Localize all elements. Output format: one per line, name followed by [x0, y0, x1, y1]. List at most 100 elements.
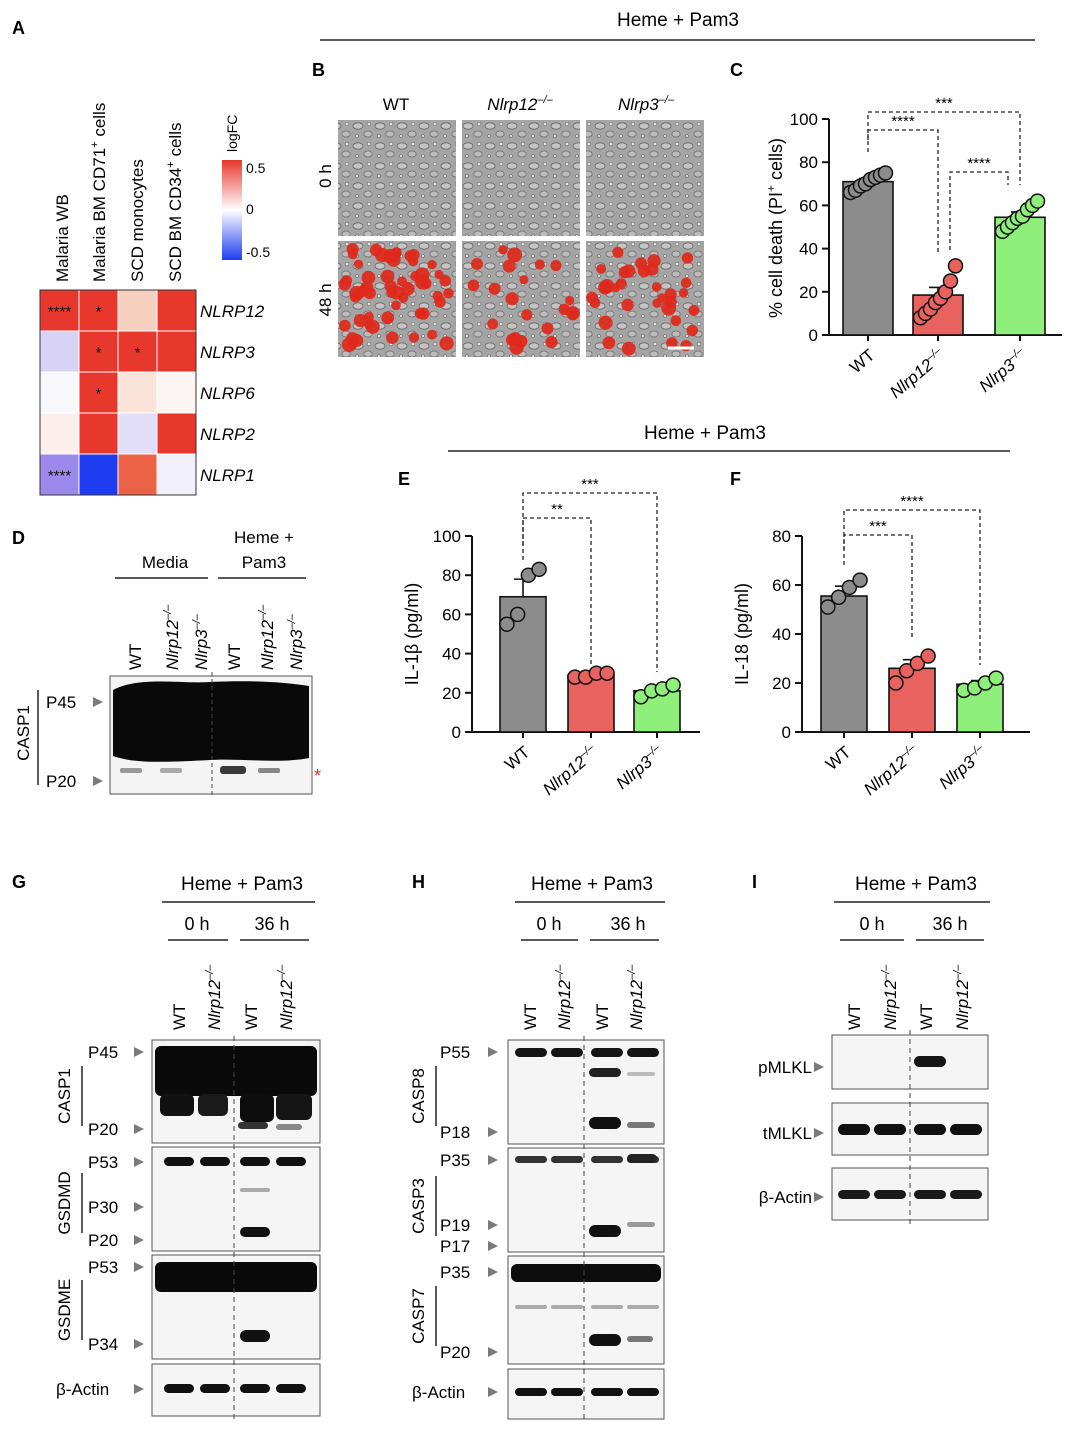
- micrograph-row-label: 0 h: [316, 164, 335, 188]
- heatmap-cell: [78, 453, 119, 496]
- y-tick-label: 20: [799, 283, 818, 302]
- data-point: [909, 655, 926, 672]
- heatmap-row-label: NLRP2: [200, 425, 255, 444]
- band-marker: [488, 1155, 498, 1165]
- blot-band: [914, 1190, 946, 1199]
- x-tick-label: Nlrp3–/–: [935, 741, 991, 793]
- blot-target-label: CASP8: [409, 1068, 428, 1124]
- pi-positive-cell: [598, 315, 613, 330]
- panel-label-h: H: [412, 872, 425, 892]
- pi-positive-cell: [380, 269, 395, 284]
- data-point: [820, 599, 836, 615]
- pi-positive-cell: [686, 324, 699, 337]
- data-point: [531, 561, 547, 578]
- micrograph-col-label: Nlrp12–/–: [487, 94, 553, 114]
- pi-positive-cell: [350, 334, 364, 347]
- band-label: β-Actin: [412, 1383, 465, 1402]
- blot-band: [591, 1388, 623, 1396]
- panel-label-a: A: [12, 18, 25, 38]
- blot-d-band-label: P20: [46, 772, 76, 791]
- pi-positive-cell: [680, 277, 692, 289]
- band-marker: [134, 1235, 144, 1245]
- blot-d-band-label: P45: [46, 693, 76, 712]
- band-label: P18: [440, 1123, 470, 1142]
- significance-label: ****: [967, 155, 991, 172]
- data-point: [947, 258, 964, 274]
- pi-positive-cell: [439, 336, 454, 351]
- band-marker: [814, 1128, 824, 1138]
- band-marker: [134, 1384, 144, 1394]
- y-tick-label: 0: [452, 723, 461, 742]
- data-point: [830, 589, 847, 605]
- blot-band: [515, 1305, 547, 1309]
- pi-positive-cell: [488, 282, 501, 295]
- heatmap-significance: ****: [48, 304, 72, 321]
- pi-positive-cell: [565, 295, 575, 306]
- significance-label: ***: [869, 518, 887, 535]
- pi-positive-cell: [657, 293, 667, 303]
- heatmap-col-label: Malaria WB: [53, 194, 72, 282]
- pi-positive-cell: [353, 259, 363, 269]
- significance-bracket: [522, 517, 592, 665]
- heatmap-cell: [156, 289, 197, 332]
- band-marker: [488, 1241, 498, 1251]
- band-label: P19: [440, 1216, 470, 1235]
- blot-band: [914, 1124, 946, 1135]
- band-marker: [134, 1157, 144, 1167]
- pi-positive-cell: [534, 259, 545, 270]
- pi-positive-cell: [615, 278, 627, 290]
- band-marker: [134, 1339, 144, 1349]
- blot-band: [589, 1225, 621, 1237]
- heatmap-cell: [39, 371, 80, 414]
- heatmap-cell: [117, 453, 158, 496]
- pi-positive-cell: [586, 291, 598, 304]
- blot-band: [240, 1384, 270, 1393]
- data-point: [841, 579, 858, 596]
- blot-band: [511, 1264, 661, 1282]
- blot-band: [627, 1048, 659, 1057]
- band-marker: [134, 1262, 144, 1272]
- band-label: P35: [440, 1263, 470, 1282]
- pi-positive-cell: [621, 341, 636, 356]
- x-tick-label: Nlrp12–/–: [886, 344, 950, 402]
- lane-label: Nlrp12–/–: [162, 604, 182, 670]
- pi-positive-cell: [391, 300, 401, 311]
- y-tick-label: 60: [772, 576, 791, 595]
- pi-positive-cell: [381, 311, 395, 325]
- data-point: [499, 616, 515, 632]
- pi-positive-cell: [353, 313, 367, 328]
- significance-bracket: [867, 129, 939, 255]
- blot-band: [589, 1334, 621, 1346]
- band-label: P34: [88, 1335, 118, 1354]
- pi-positive-cell: [427, 329, 437, 340]
- blot-band: [276, 1094, 312, 1120]
- x-tick-label: WT: [822, 743, 854, 775]
- pi-positive-cell: [443, 288, 454, 299]
- y-tick-label: 100: [790, 110, 818, 129]
- blot-band: [950, 1190, 982, 1199]
- panel-d-media-label: Media: [142, 553, 189, 572]
- band-marker: [488, 1347, 498, 1357]
- pi-positive-cell: [360, 281, 374, 295]
- time-label: 36 h: [254, 914, 289, 934]
- y-tick-label: 40: [442, 645, 461, 664]
- blot-band: [200, 1384, 230, 1393]
- pi-positive-cell: [369, 243, 383, 257]
- data-point: [920, 648, 936, 664]
- blot-band: [874, 1124, 906, 1135]
- micrograph-nlrp12-0h: [462, 120, 580, 236]
- pi-positive-cell: [568, 310, 578, 321]
- x-tick-label: WT: [846, 346, 878, 378]
- y-tick-label: 20: [772, 674, 791, 693]
- micrograph-wt-0h: [338, 120, 456, 236]
- blot-band: [155, 1046, 317, 1096]
- blot-d-p20-band: [160, 768, 182, 773]
- band-marker: [93, 776, 103, 786]
- blot-band: [240, 1157, 270, 1166]
- pi-positive-cell: [434, 296, 446, 308]
- blot-band: [164, 1157, 194, 1166]
- band-marker: [488, 1220, 498, 1230]
- bar: [842, 180, 894, 336]
- band-marker: [488, 1387, 498, 1397]
